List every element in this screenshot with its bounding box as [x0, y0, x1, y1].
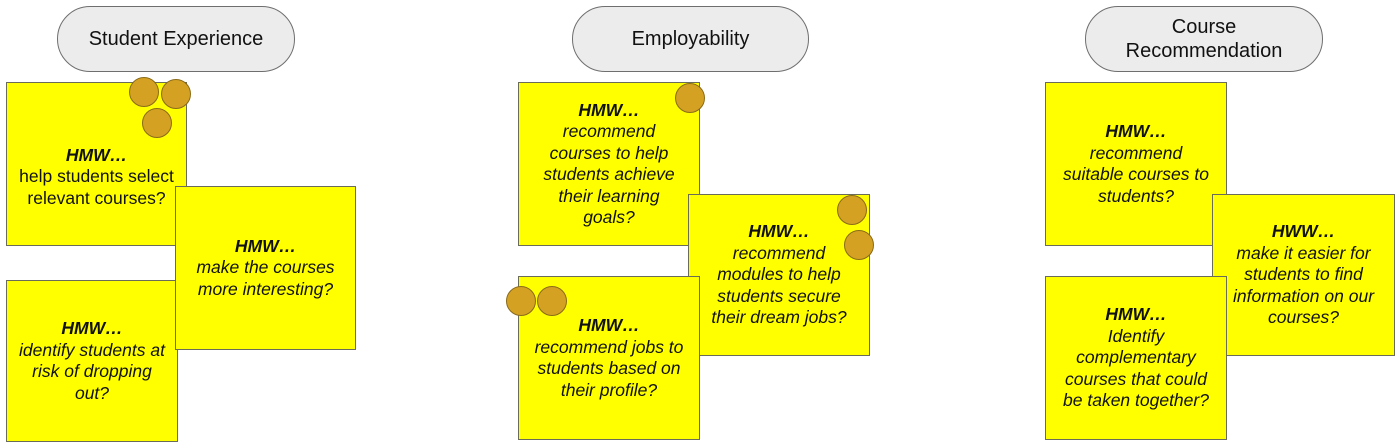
sticky-note[interactable]: HMW… help students select relevant cours…: [6, 82, 187, 246]
note-heading: HMW…: [1105, 304, 1167, 325]
note-heading: HMW…: [234, 235, 297, 256]
note-text: recommend suitable courses to students?: [1063, 142, 1209, 206]
note-text: make it easier for students to find info…: [1232, 242, 1375, 328]
note-text: help students select relevant courses?: [19, 166, 174, 208]
vote-dot[interactable]: [837, 195, 867, 225]
category-label: Course Recommendation: [1125, 16, 1283, 62]
vote-dot[interactable]: [844, 230, 874, 260]
category-label: Student Experience: [88, 28, 264, 50]
note-heading: HMW…: [578, 315, 640, 335]
vote-dot[interactable]: [129, 77, 159, 107]
note-heading: HMW…: [748, 221, 810, 242]
sticky-note[interactable]: HMW… identify students at risk of droppi…: [6, 280, 178, 442]
vote-dot[interactable]: [142, 108, 172, 138]
vote-dot[interactable]: [506, 286, 536, 316]
note-heading: HMW…: [1105, 121, 1167, 141]
sticky-note[interactable]: HMW… recommend modules to help students …: [688, 194, 870, 356]
note-heading: HWW…: [1271, 221, 1336, 242]
vote-dot[interactable]: [161, 79, 191, 109]
category-course-recommendation: Course Recommendation: [1085, 6, 1323, 72]
vote-dot[interactable]: [537, 286, 567, 316]
category-student-experience: Student Experience: [57, 6, 295, 72]
sticky-note[interactable]: HMW… recommend courses to help students …: [518, 82, 700, 246]
note-heading: HMW…: [61, 318, 123, 338]
note-text: recommend jobs to students based on thei…: [534, 336, 684, 400]
sticky-note[interactable]: HMW… make the courses more interesting?: [175, 186, 356, 350]
vote-dot[interactable]: [675, 83, 705, 113]
note-heading: HMW…: [578, 99, 640, 120]
category-employability: Employability: [572, 6, 809, 72]
note-heading: HMW…: [65, 144, 128, 165]
note-text: recommend modules to help students secur…: [711, 242, 847, 328]
sticky-note[interactable]: HMW… recommend suitable courses to stude…: [1045, 82, 1227, 246]
category-label: Employability: [631, 28, 750, 50]
sticky-note[interactable]: HWW… make it easier for students to find…: [1212, 194, 1395, 356]
sticky-note[interactable]: HMW… Identify complementary courses that…: [1045, 276, 1227, 440]
note-text: identify students at risk of dropping ou…: [19, 339, 165, 403]
note-text: recommend courses to help students achie…: [543, 121, 675, 227]
note-text: Identify complementary courses that coul…: [1063, 325, 1209, 411]
note-text: make the courses more interesting?: [196, 257, 335, 299]
